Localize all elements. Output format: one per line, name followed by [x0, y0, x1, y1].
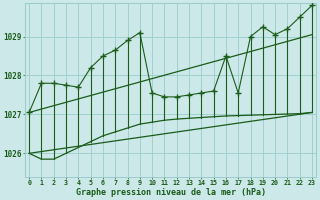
- X-axis label: Graphe pression niveau de la mer (hPa): Graphe pression niveau de la mer (hPa): [76, 188, 266, 197]
